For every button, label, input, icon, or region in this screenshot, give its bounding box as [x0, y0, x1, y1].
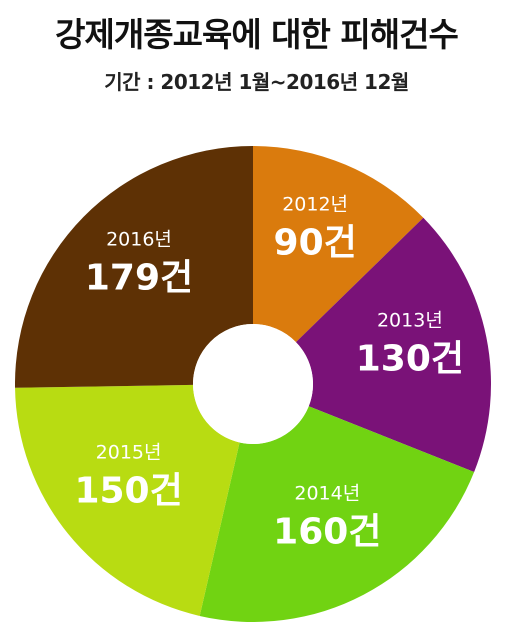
slice-label: 2013년 — [377, 310, 443, 332]
slice-value-label: 160건 — [273, 512, 381, 553]
slice-label: 2016년 — [106, 229, 172, 251]
slice-value-label: 130건 — [356, 339, 464, 380]
slice-2014년 — [199, 406, 475, 622]
slice-2015년 — [15, 384, 240, 616]
slice-2013년 — [295, 217, 492, 473]
slice-label: 2015년 — [96, 442, 162, 464]
slice-label: 2012년 — [282, 194, 348, 216]
slice-value-label: 150건 — [74, 471, 182, 512]
chart-subtitle: 기간 : 2012년 1월~2016년 12월 — [104, 70, 409, 94]
donut-hole — [193, 324, 313, 444]
slice-label: 2014년 — [294, 483, 360, 505]
slice-2012년 — [253, 146, 424, 343]
chart-title: 강제개종교육에 대한 피해건수 — [55, 15, 459, 54]
slice-2016년 — [14, 146, 253, 388]
slice-value-label: 179건 — [85, 258, 193, 299]
slice-value-label: 90건 — [274, 223, 357, 264]
